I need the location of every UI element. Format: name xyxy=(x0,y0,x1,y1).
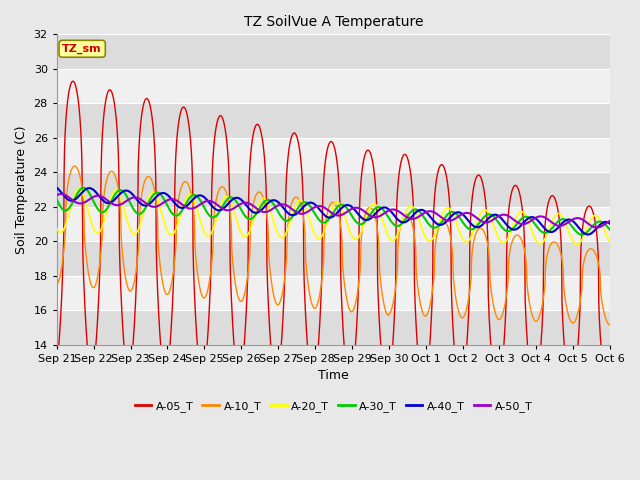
Bar xyxy=(57,69,610,103)
Bar xyxy=(57,276,610,310)
Legend: A-05_T, A-10_T, A-20_T, A-30_T, A-40_T, A-50_T: A-05_T, A-10_T, A-20_T, A-30_T, A-40_T, … xyxy=(130,397,537,417)
Bar xyxy=(57,35,610,69)
Text: TZ_sm: TZ_sm xyxy=(62,44,102,54)
Bar xyxy=(57,207,610,241)
Bar xyxy=(57,103,610,138)
Y-axis label: Soil Temperature (C): Soil Temperature (C) xyxy=(15,125,28,254)
Bar xyxy=(57,310,610,345)
Bar xyxy=(57,138,610,172)
X-axis label: Time: Time xyxy=(318,369,349,382)
Title: TZ SoilVue A Temperature: TZ SoilVue A Temperature xyxy=(244,15,423,29)
Bar xyxy=(57,241,610,276)
Bar xyxy=(57,172,610,207)
